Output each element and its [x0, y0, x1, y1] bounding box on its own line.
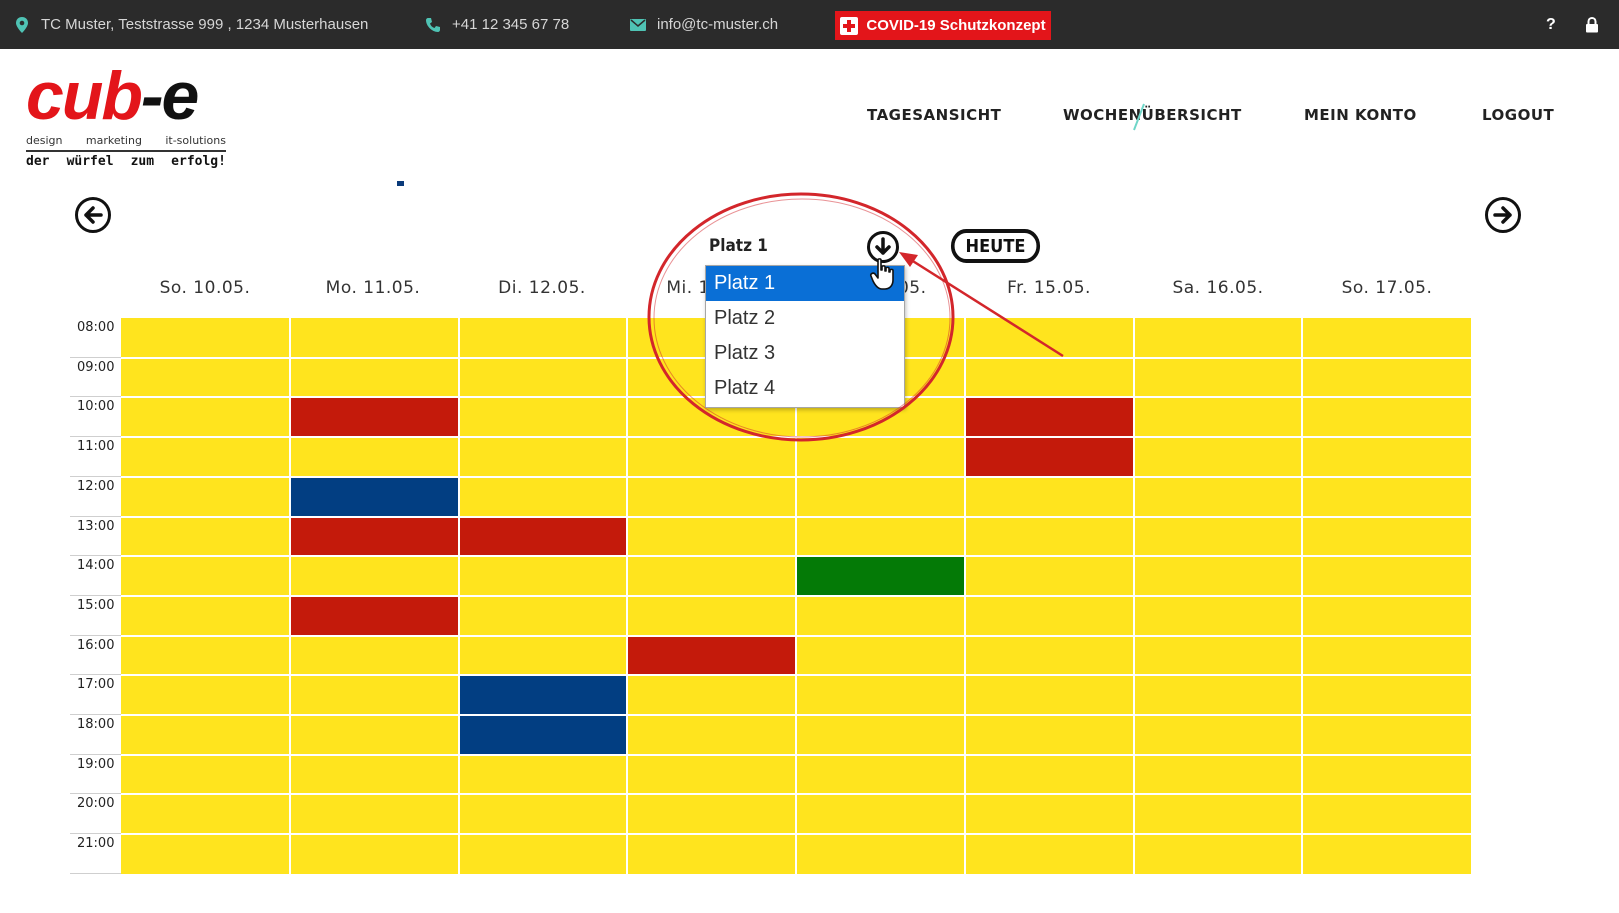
address-text: TC Muster, Teststrasse 999 , 1234 Muster…: [41, 16, 369, 33]
nav-wochenuebersicht[interactable]: WOCHENÜBERSICHT: [1063, 106, 1242, 124]
email-item[interactable]: info@tc-muster.ch: [629, 0, 778, 49]
day-header: Di. 12.05.: [498, 278, 586, 298]
nav-mein-konto[interactable]: MEIN KONTO: [1304, 106, 1417, 124]
time-label: 21:00: [77, 836, 115, 852]
nav-logout[interactable]: LOGOUT: [1482, 106, 1555, 124]
help-text: ?: [1546, 15, 1556, 33]
lock-button[interactable]: [1585, 0, 1599, 49]
booking-slot[interactable]: [458, 715, 628, 755]
time-label: 08:00: [77, 320, 115, 335]
location-pin-icon: [16, 16, 28, 33]
court-select-value[interactable]: Platz 1: [709, 236, 768, 256]
day-header: Fr. 15.05.: [1007, 278, 1091, 298]
court-dropdown-button[interactable]: [867, 231, 899, 263]
time-label: 11:00: [77, 439, 115, 455]
mail-icon: [630, 18, 646, 31]
phone-icon: [426, 17, 440, 32]
time-label: 09:00: [77, 359, 115, 375]
time-label: 19:00: [77, 756, 115, 772]
company-logo[interactable]: cub-e design marketing it-solutions der wür…: [26, 62, 231, 174]
logo-wordmark: cub-e: [26, 58, 199, 134]
nav-tagesansicht[interactable]: TAGESANSICHT: [867, 106, 1002, 124]
time-label: 20:00: [77, 796, 115, 812]
grid-divider: [121, 475, 1471, 478]
court-option[interactable]: Platz 3: [714, 342, 776, 364]
time-label: 13:00: [77, 518, 115, 534]
time-rule: [70, 396, 121, 398]
grid-divider: [121, 753, 1471, 756]
grid-divider: [121, 515, 1471, 518]
time-label: 15:00: [77, 597, 115, 613]
day-header: So. 17.05.: [1341, 278, 1433, 298]
email-text[interactable]: info@tc-muster.ch: [657, 16, 779, 33]
arrow-right-icon: [1493, 206, 1512, 224]
booking-slot[interactable]: [289, 516, 459, 557]
booking-slot[interactable]: [289, 397, 459, 438]
time-rule: [70, 475, 121, 477]
booking-slot[interactable]: [796, 556, 965, 596]
next-week-button[interactable]: [1485, 197, 1521, 233]
arrow-left-icon: [84, 206, 103, 224]
time-rule: [70, 872, 121, 874]
arrow-down-circle-icon: [875, 237, 891, 255]
logo-tagline-top: design marketing it-solutions: [26, 134, 226, 147]
time-rule: [70, 753, 121, 755]
day-header: Sa. 16.05.: [1172, 278, 1264, 298]
time-label: 16:00: [77, 637, 115, 653]
help-button[interactable]: ?: [1546, 0, 1556, 49]
court-option[interactable]: Platz 2: [714, 307, 776, 329]
address-item: TC Muster, Teststrasse 999 , 1234 Muster…: [13, 0, 368, 49]
decor-tick: [397, 181, 404, 186]
grid-divider: [121, 555, 1471, 558]
booking-slot[interactable]: [964, 397, 1134, 438]
grid-divider: [121, 594, 1471, 597]
booking-slot[interactable]: [458, 675, 628, 715]
prev-week-button[interactable]: [75, 197, 111, 233]
time-rule: [70, 436, 121, 438]
grid-divider: [121, 674, 1471, 677]
today-button[interactable]: HEUTE: [950, 229, 1041, 263]
booking-grid[interactable]: [121, 318, 1471, 874]
booking-slot[interactable]: [289, 595, 459, 636]
grid-divider: [121, 833, 1471, 836]
covid-label: COVID-19 Schutzkonzept: [866, 17, 1046, 34]
booking-slot[interactable]: [458, 516, 628, 557]
booking-slot[interactable]: [289, 476, 459, 517]
lock-icon: [1586, 16, 1598, 32]
court-option[interactable]: Platz 1: [706, 266, 904, 301]
court-option[interactable]: Platz 4: [714, 377, 776, 399]
grid-divider: [121, 714, 1471, 716]
time-rule: [70, 356, 121, 358]
nav-active-slash: [1133, 103, 1145, 131]
grid-divider: [121, 436, 1471, 439]
logo-tagline-bottom: der würfel zum erfolg!: [26, 154, 226, 169]
time-rule: [70, 515, 121, 517]
time-label: 12:00: [77, 478, 115, 494]
time-label: 17:00: [77, 677, 115, 693]
phone-item[interactable]: +41 12 345 67 78: [424, 0, 569, 49]
court-dropdown-list[interactable]: Platz 1 Platz 2 Platz 3 Platz 4: [705, 265, 905, 408]
time-rule: [70, 793, 121, 795]
time-label: 14:00: [77, 558, 115, 574]
logo-rule: [26, 150, 226, 152]
time-rule: [70, 634, 121, 636]
booking-slot[interactable]: [964, 437, 1134, 477]
day-header: Mo. 11.05.: [325, 278, 421, 298]
time-rule: [70, 555, 121, 557]
grid-divider: [121, 793, 1471, 796]
swiss-cross-icon: [840, 16, 859, 35]
time-rule: [70, 833, 121, 835]
time-rule: [70, 594, 121, 596]
day-header: So. 10.05.: [159, 278, 251, 298]
time-label: 10:00: [77, 399, 115, 415]
grid-divider: [121, 634, 1471, 637]
phone-text[interactable]: +41 12 345 67 78: [452, 16, 570, 33]
time-rule: [70, 674, 121, 676]
time-rule: [70, 714, 121, 715]
covid-concept-button[interactable]: COVID-19 Schutzkonzept: [835, 11, 1051, 40]
booking-slot[interactable]: [627, 635, 796, 676]
top-info-bar: TC Muster, Teststrasse 999 , 1234 Muster…: [0, 0, 1619, 49]
time-label: 18:00: [77, 717, 115, 732]
